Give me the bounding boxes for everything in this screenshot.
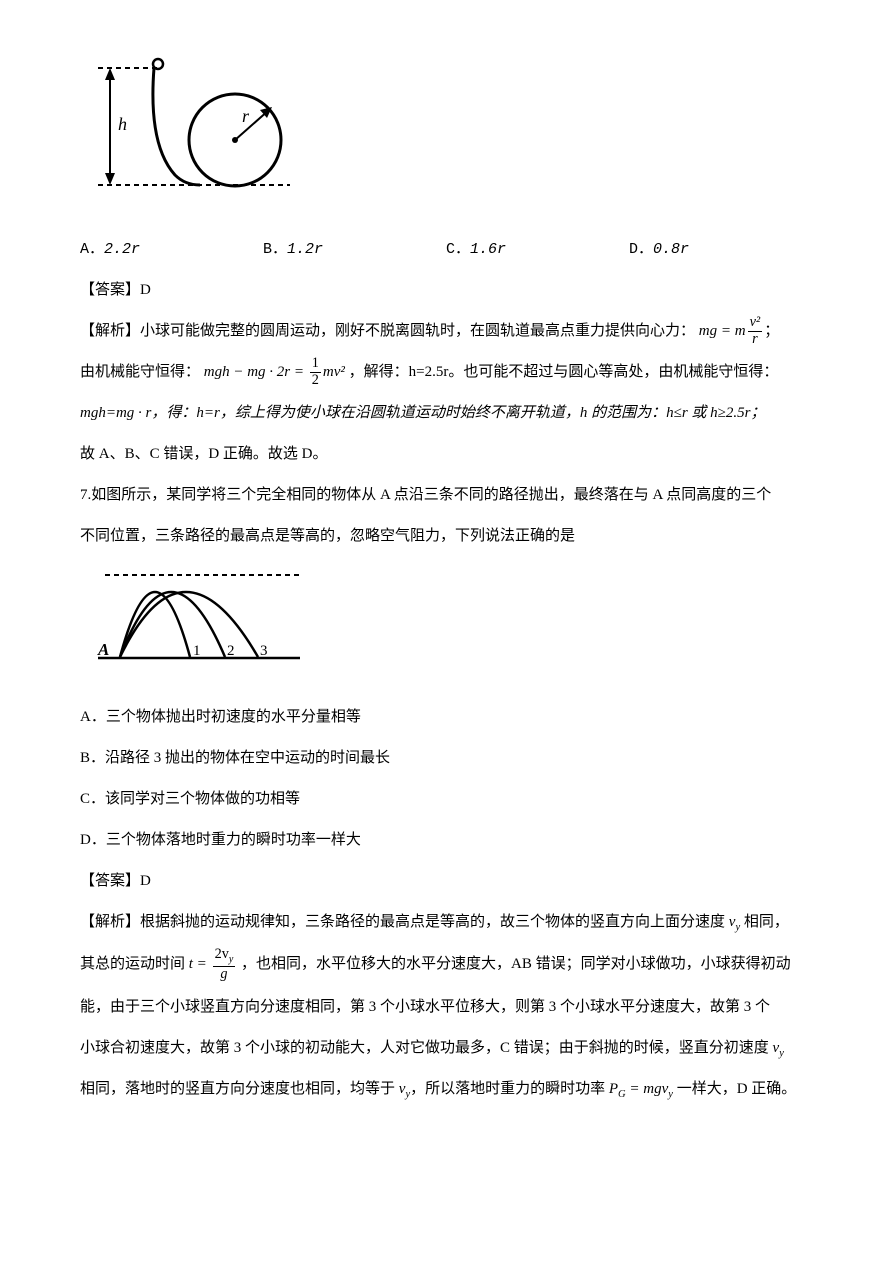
- answer-label: 【答案】: [80, 282, 140, 298]
- q7-text-2: 不同位置，三条路径的最高点是等高的，忽略空气阻力，下列说法正确的是: [80, 520, 812, 553]
- svg-text:1: 1: [193, 643, 201, 659]
- q6-choice-c: C．1.6r: [446, 233, 629, 266]
- q7-option-a: A．三个物体抛出时初速度的水平分量相等: [80, 701, 812, 734]
- q7-option-b: B．沿路径 3 抛出的物体在空中运动的时间最长: [80, 742, 812, 775]
- q6-choice-a: A．2.2r: [80, 233, 263, 266]
- q7-option-c: C．该同学对三个物体做的功相等: [80, 783, 812, 816]
- q7-diagram: A 1 2 3: [80, 563, 842, 686]
- answer-label: 【答案】: [80, 873, 140, 889]
- svg-text:r: r: [242, 106, 250, 126]
- answer-value: D: [140, 282, 151, 298]
- q7-explain-4: 小球合初速度大，故第 3 个小球的初动能大，人对它做功最多，C 错误；由于斜抛的…: [80, 1032, 812, 1065]
- q7-explain-5: 相同，落地时的竖直方向分速度也相同，均等于 vy，所以落地时重力的瞬时功率 PG…: [80, 1073, 812, 1106]
- q7-option-d: D．三个物体落地时重力的瞬时功率一样大: [80, 824, 812, 857]
- explain-label: 【解析】: [80, 914, 140, 930]
- q6-explain-4: 故 A、B、C 错误，D 正确。故选 D。: [80, 438, 812, 471]
- q6-choices: A．2.2r B．1.2r C．1.6r D．0.8r: [80, 233, 812, 266]
- svg-text:2: 2: [227, 643, 235, 659]
- q7-explain-2: 其总的运动时间 t = 2vyg ，也相同，水平位移大的水平分速度大，AB 错误…: [80, 947, 812, 982]
- q6-explain-3: mgh=mg · r，得：h=r，综上得为使小球在沿圆轨道运动时始终不离开轨道，…: [80, 397, 812, 430]
- q6-diagram: h r: [80, 50, 842, 218]
- q6-choice-d: D．0.8r: [629, 233, 812, 266]
- q7-text: 7.如图所示，某同学将三个完全相同的物体从 A 点沿三条不同的路径抛出，最终落在…: [80, 479, 812, 512]
- svg-text:A: A: [97, 640, 109, 659]
- q7-explain-1: 【解析】根据斜抛的运动规律知，三条路径的最高点是等高的，故三个物体的竖直方向上面…: [80, 906, 812, 939]
- q7-number: 7.: [80, 487, 91, 503]
- svg-text:3: 3: [260, 643, 268, 659]
- q6-explain-2: 由机械能守恒得： mgh − mg · 2r = 12mv² ，解得：h=2.5…: [80, 356, 812, 389]
- svg-text:h: h: [118, 114, 127, 134]
- q7-explain-3: 能，由于三个小球竖直方向分速度相同，第 3 个小球水平位移大，则第 3 个小球水…: [80, 991, 812, 1024]
- q6-choice-b: B．1.2r: [263, 233, 446, 266]
- q6-answer: 【答案】D: [80, 274, 812, 307]
- q7-answer: 【答案】D: [80, 865, 812, 898]
- explain-label: 【解析】: [80, 323, 140, 339]
- answer-value: D: [140, 873, 151, 889]
- q6-explain-1: 【解析】小球可能做完整的圆周运动，刚好不脱离圆轨时，在圆轨道最高点重力提供向心力…: [80, 315, 812, 348]
